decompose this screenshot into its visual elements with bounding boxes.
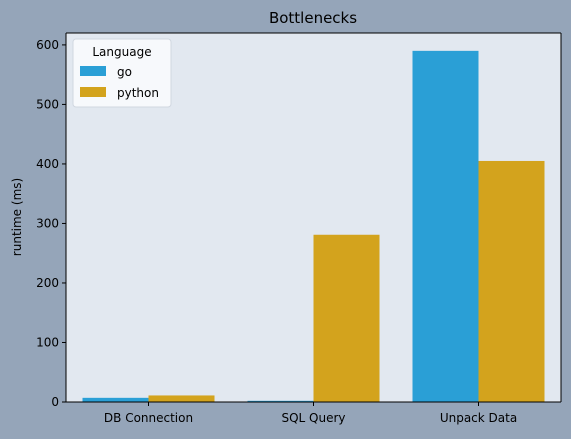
bar-python-sql-query	[313, 234, 380, 402]
legend-swatch-python	[80, 87, 106, 97]
x-tick-label-sql-query: SQL Query	[281, 411, 345, 425]
y-axis-label: runtime (ms)	[10, 178, 24, 256]
legend: Language go python	[72, 38, 172, 108]
y-tick-label-600: 600	[36, 38, 59, 52]
y-tick-label-200: 200	[36, 276, 59, 290]
x-tick-label-db-connection: DB Connection	[104, 411, 193, 425]
bar-go-sql-query	[247, 400, 314, 402]
x-tick-label-unpack-data: Unpack Data	[440, 411, 517, 425]
y-tick-label-500: 500	[36, 97, 59, 111]
y-tick-label-300: 300	[36, 216, 59, 230]
y-tick-label-100: 100	[36, 335, 59, 349]
axes-layer: 0 100 200 300 400 500 600 DB Connection SQL Quer…	[36, 32, 562, 425]
bar-python-unpack-data	[478, 160, 545, 402]
legend-label-python: python	[117, 86, 159, 100]
bars-layer	[82, 50, 545, 402]
y-tick-label-0: 0	[51, 395, 59, 409]
chart-title: Bottlenecks	[269, 9, 357, 27]
bar-python-db-connection	[148, 395, 215, 402]
bar-go-db-connection	[82, 397, 149, 402]
legend-label-go: go	[117, 65, 132, 79]
legend-swatch-go	[80, 66, 106, 76]
legend-title: Language	[92, 45, 151, 59]
y-tick-label-400: 400	[36, 157, 59, 171]
bar-go-unpack-data	[412, 50, 479, 402]
